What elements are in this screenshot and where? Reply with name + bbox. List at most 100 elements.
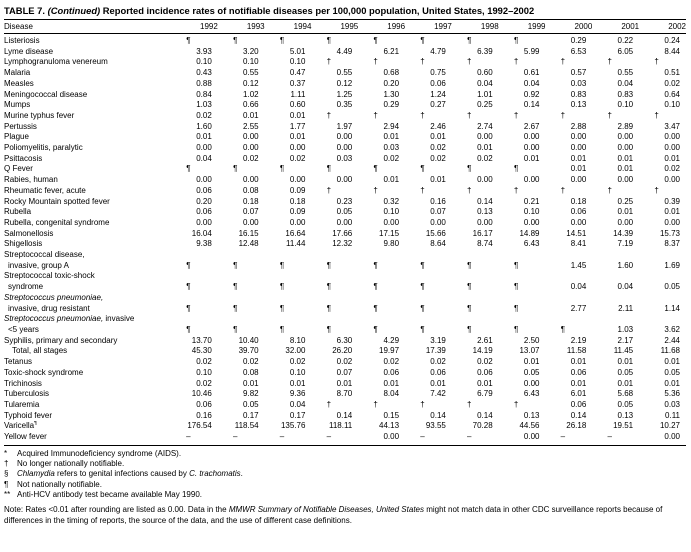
rate-cell: 0.88 <box>196 78 212 88</box>
rate-cell: † <box>513 185 519 195</box>
rate-cell: 0.01 <box>570 378 587 388</box>
text-segment: Acquired Immunodeficiency syndrome (AIDS… <box>17 448 182 458</box>
rate-cell: ¶ <box>279 282 285 292</box>
rate-cell: 1.25 <box>336 89 353 99</box>
column-header-year: 1999 <box>498 19 546 34</box>
rate-cell: 0.01 <box>617 164 634 174</box>
rate-cell: 0.00 <box>664 132 680 142</box>
rate-cell: 0.16 <box>196 410 212 420</box>
rate-cell: ¶ <box>513 303 519 313</box>
column-header-disease: Disease <box>4 19 171 34</box>
disease-name: Yellow fever <box>4 432 171 446</box>
table-row: Rubella, congenital syndrome 0.00 0.00 0.00… <box>4 218 686 229</box>
rate-cell: ¶ <box>186 36 191 45</box>
rate-cell: † <box>326 185 332 195</box>
text-segment: . <box>240 469 243 479</box>
rate-cell: – <box>311 432 359 446</box>
disease-name: Measles <box>4 79 171 90</box>
rate-cell: 0.02 <box>383 153 400 163</box>
rate-cell: 1.97 <box>336 121 353 131</box>
rate-cell: 176.54 <box>187 421 212 431</box>
disease-label-line: Salmonellosis <box>4 229 171 240</box>
rate-cell: – <box>405 432 452 446</box>
rate-cell: ¶ <box>233 303 238 313</box>
table-row: Q Fever ¶ ¶ ¶ ¶ ¶ ¶ ¶ ¶ 0.01 0.01 0.02 <box>4 164 686 175</box>
rate-cell: † <box>373 57 378 67</box>
rate-cell: 19.97 <box>379 346 400 356</box>
rate-cell: 0.01 <box>617 153 634 163</box>
rate-cell: 6.05 <box>617 46 634 56</box>
rate-cell: 7.19 <box>617 239 634 249</box>
rate-cell: ¶ <box>420 260 425 270</box>
footnote-text: Anti-HCV antibody test became available … <box>17 490 202 500</box>
disease-label-line: Shigellosis <box>4 239 171 250</box>
disease-name: Poliomyelitis, paralytic <box>4 143 171 154</box>
disease-name: Rabies, human <box>4 175 171 186</box>
rate-cell: 0.02 <box>196 378 212 388</box>
text-segment: Pertussis <box>4 121 37 131</box>
rate-cell: 0.14 <box>477 410 493 420</box>
rate-cell: 17.39 <box>425 346 446 356</box>
rate-cell: 2.89 <box>617 121 634 131</box>
rate-cell: 26.18 <box>566 421 587 431</box>
rate-cell: 1.30 <box>383 89 400 99</box>
text-segment: Meningococcal disease <box>4 89 88 99</box>
rate-cell: 0.06 <box>570 367 587 377</box>
table-row: Tuberculosis 10.46 9.82 9.36 8.70 8.04 7.42 6.7… <box>4 389 686 400</box>
rate-cell: 26.20 <box>332 346 353 356</box>
rate-cell: 1.69 <box>664 260 680 270</box>
rate-cell: 14.51 <box>566 228 587 238</box>
rate-cell: 44.56 <box>519 421 540 431</box>
disease-name: Malaria <box>4 68 171 79</box>
table-row: Tularemia 0.06 0.05 0.04 † † † † † 0.06 0.05 0.03 <box>4 400 686 411</box>
column-header-year: 1998 <box>451 19 499 34</box>
disease-label-line: Tularemia <box>4 400 171 411</box>
rate-cell: 0.02 <box>477 357 493 367</box>
rate-cell: † <box>326 399 332 409</box>
rate-cell: 0.92 <box>523 89 540 99</box>
rate-cell: 0.01 <box>664 378 680 388</box>
rate-cell: 0.05 <box>243 399 259 409</box>
rate-cell: 2.67 <box>523 121 540 131</box>
rate-cell: ¶ <box>373 36 378 45</box>
rate-cell: 2.74 <box>477 121 493 131</box>
rate-cell: ¶ <box>186 303 191 313</box>
rate-cell: ¶ <box>233 164 238 174</box>
rate-cell: 0.29 <box>383 100 400 110</box>
rate-cell: † <box>607 185 612 195</box>
rate-cell: 0.09 <box>289 207 306 217</box>
text-segment: Poliomyelitis, paralytic <box>4 143 83 153</box>
rate-cell: 0.57 <box>570 68 587 78</box>
disease-label-line: Murine typhus fever <box>4 111 171 122</box>
rate-cell: 0.14 <box>523 100 540 110</box>
disease-label-line: Q Fever <box>4 164 171 175</box>
text-segment: Tuberculosis <box>4 389 50 399</box>
rate-cell: ¶ <box>233 324 238 334</box>
footnote-marker: § <box>4 469 9 479</box>
note-text: Note: Rates <0.01 after rounding are lis… <box>4 505 686 526</box>
disease-label-line: Rubella <box>4 207 171 218</box>
table-row: Tetanus 0.02 0.02 0.02 0.02 0.02 0.02 0.02 0.01 0… <box>4 357 686 368</box>
rate-cell: 0.01 <box>430 175 446 185</box>
rate-cell: 0.00 <box>196 175 212 185</box>
rate-cell: 0.00 <box>523 175 540 185</box>
rate-cell: 8.41 <box>570 239 587 249</box>
rate-cell: 11.44 <box>286 239 306 249</box>
column-header-year: 2000 <box>545 19 593 34</box>
rate-cell: 2.44 <box>664 335 680 345</box>
rate-cell: 0.00 <box>243 143 259 153</box>
table-row: Streptococcal disease, invasive, group A ¶… <box>4 250 686 271</box>
rate-cell: 0.08 <box>243 367 259 377</box>
rate-cell: 2.55 <box>243 121 259 131</box>
rate-cell: 9.36 <box>289 389 306 399</box>
disease-name: Salmonellosis <box>4 229 171 240</box>
rate-cell: 0.51 <box>664 68 680 78</box>
disease-label-line: Total, all stages <box>12 346 171 357</box>
rate-cell: † <box>513 110 519 120</box>
text-segment: ¶ <box>34 421 38 427</box>
rate-cell: 0.05 <box>523 367 540 377</box>
text-segment: Lyme disease <box>4 46 54 56</box>
footnote-text: Chlamydia refers to genital infections c… <box>17 469 243 479</box>
rate-cell: 0.16 <box>430 196 446 206</box>
rate-cell: 0.00 <box>196 143 212 153</box>
